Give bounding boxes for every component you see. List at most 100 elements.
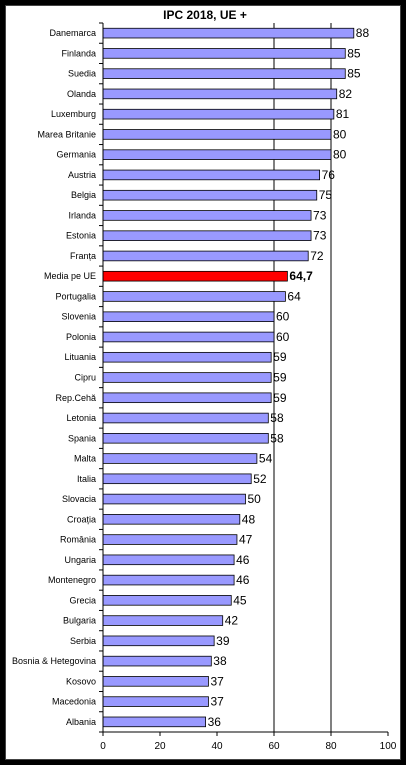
bar [102,372,272,383]
value-label: 52 [253,472,267,486]
bar [102,412,269,424]
bar [102,351,272,363]
bar [102,635,215,647]
bar [102,574,235,586]
value-label: 82 [339,87,353,101]
value-label: 47 [239,533,253,547]
bar [102,453,258,464]
category-label: Belgia [71,190,96,200]
bar [102,392,272,404]
category-label: Olanda [67,89,96,99]
category-label: Danemarca [49,28,96,38]
category-label: Lituania [64,352,96,362]
x-tick-label: 80 [325,741,337,752]
value-label: 46 [236,573,250,587]
category-label: Franța [70,251,96,261]
value-label: 60 [276,330,290,344]
category-label: Spania [68,433,96,443]
category-label: Luxemburg [51,109,96,119]
bar [102,291,286,302]
value-label: 42 [225,614,239,628]
bar [102,615,224,626]
value-label: 80 [333,127,347,141]
value-label: 39 [216,634,230,648]
category-label: Slovacia [62,494,96,504]
bar [102,230,312,241]
bar [102,433,269,444]
category-label: Macedonia [52,697,96,707]
bar [102,655,212,667]
category-label: Malta [74,454,96,464]
category-label: România [60,535,96,545]
bar [102,331,275,343]
value-label: 80 [333,148,347,162]
bar-highlight [102,270,288,282]
bar [102,473,252,485]
value-label: 37 [210,695,224,709]
value-label: 73 [313,229,327,243]
category-label: Montenegro [48,575,96,585]
x-tick-label: 100 [380,741,397,752]
x-tick-label: 60 [268,741,280,752]
x-tick-label: 0 [100,741,106,752]
bar [102,27,355,39]
category-label: Slovenia [61,312,96,322]
category-label: Rep.Cehă [55,393,96,403]
bar [102,210,312,221]
category-label: Serbia [70,636,96,646]
value-label: 64,7 [289,269,313,283]
category-label: Ungaria [64,555,96,565]
value-label: 59 [273,350,287,364]
value-label: 48 [242,512,256,526]
value-label: 81 [336,107,350,121]
bar [102,493,246,505]
category-label: Italia [77,474,96,484]
value-label: 50 [248,492,262,506]
category-label: Croația [67,514,96,524]
bar [102,189,318,201]
bar [102,676,209,687]
category-label: Portugalia [55,291,96,301]
bar [102,169,321,181]
bar [102,129,332,140]
value-label: 72 [310,249,324,263]
axes: 0 20 40 60 80 100 [99,22,397,752]
category-label: Media pe UE [44,271,96,281]
bar [102,250,309,262]
bar [102,696,209,707]
x-tick-label: 40 [211,741,223,752]
value-label: 37 [210,674,224,688]
category-label: Germania [56,150,96,160]
bar [102,88,338,100]
value-label: 64 [287,289,301,303]
value-label: 59 [273,391,287,405]
category-label: Kosovo [66,676,96,686]
category-label: Finlanda [61,48,96,58]
value-label: 60 [276,310,290,324]
chart-title: IPC 2018, UE + [163,8,247,22]
value-label: 54 [259,452,273,466]
value-label: 38 [213,654,227,668]
chart-frame: IPC 2018, UE + Danemarca 88 Finlanda 85 Sued… [5,5,401,760]
category-label: Cipru [74,373,96,383]
bar [102,595,232,606]
value-label: 36 [208,715,222,729]
bar [102,514,241,525]
value-label: 75 [319,188,333,202]
value-label: 88 [356,26,370,40]
gridlines [273,23,332,732]
value-label: 58 [270,411,284,425]
bar [102,108,335,120]
bar-chart: IPC 2018, UE + Danemarca 88 Finlanda 85 Sued… [12,8,397,752]
category-label: Suedia [68,69,96,79]
value-label: 85 [347,67,361,81]
category-label: Albania [66,717,96,727]
bar [102,149,332,160]
category-label: Irlanda [68,210,96,220]
category-label: Bulgaria [63,616,96,626]
category-label: Letonia [66,413,96,423]
bar [102,554,235,566]
bar [102,68,346,79]
category-label: Estonia [66,231,96,241]
value-label: 59 [273,371,287,385]
